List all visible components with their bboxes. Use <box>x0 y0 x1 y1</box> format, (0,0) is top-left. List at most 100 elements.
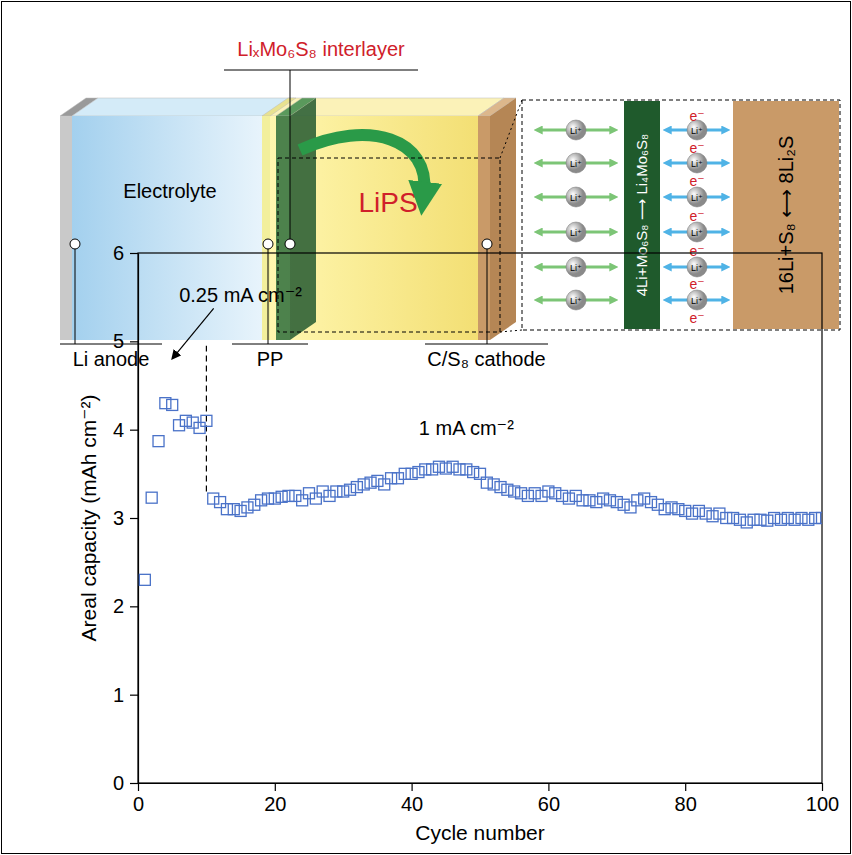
tick: 3 <box>113 507 138 529</box>
tick-label: 3 <box>113 507 124 529</box>
tick: 0 <box>113 772 138 794</box>
tick-mark <box>130 783 138 784</box>
tick: 2 <box>113 595 138 617</box>
tick-mark <box>138 783 139 791</box>
data-point <box>215 497 226 508</box>
tick-mark <box>130 606 138 607</box>
data-point <box>646 497 657 508</box>
tick: 6 <box>113 242 138 264</box>
y-axis-title: Areal capacity (mAh cm⁻²) <box>77 395 100 642</box>
figure: ElectrolyteLiPSLi anodePPC/S₈ cathodeLiₓ… <box>0 0 852 855</box>
data-point <box>372 475 383 486</box>
data-point <box>536 490 547 501</box>
annotation-arrow <box>176 308 214 354</box>
zoom-box <box>278 158 500 332</box>
li-ion-label: Li⁺ <box>691 228 703 238</box>
li-ion <box>687 257 707 277</box>
data-point <box>748 514 759 525</box>
rate-divider <box>206 346 207 492</box>
tick-mark <box>822 783 823 791</box>
li-ion-label: Li⁺ <box>691 159 703 169</box>
inset-interlayer <box>624 101 660 329</box>
data-point <box>262 493 273 504</box>
zoom-connector <box>500 100 522 158</box>
tick-label: 100 <box>806 793 839 815</box>
electron-label: e⁻ <box>689 243 704 259</box>
label-rule <box>425 344 548 345</box>
tick-label: 60 <box>538 793 560 815</box>
lips-shuttle-arrow <box>300 135 424 192</box>
data-point <box>146 492 157 503</box>
data-point <box>242 502 253 513</box>
li-ion <box>687 222 707 242</box>
pointer-dot <box>482 239 492 249</box>
data-point <box>577 495 588 506</box>
chart: 0204060801000123456Cycle numberAreal cap… <box>77 242 839 844</box>
tick-label: 80 <box>675 793 697 815</box>
data-point <box>283 490 294 501</box>
data-point <box>276 491 287 502</box>
component-name: LiₓMo₆S₈ interlayer <box>237 38 405 60</box>
li-ion <box>566 153 586 173</box>
li-ion-label: Li⁺ <box>570 228 582 238</box>
data-point <box>461 464 472 475</box>
data-point <box>625 502 636 513</box>
diagram: ElectrolyteLiPSLi anodePPC/S₈ cathodeLiₓ… <box>60 38 840 370</box>
tick-mark <box>275 783 276 791</box>
tick: 100 <box>806 783 839 815</box>
data-point <box>714 508 725 519</box>
tick: 5 <box>113 330 138 352</box>
li-ion <box>687 290 707 310</box>
li-ion-label: Li⁺ <box>691 126 703 136</box>
data-point <box>420 464 431 475</box>
tick-label: 1 <box>113 684 124 706</box>
data-point <box>529 488 540 499</box>
data-point <box>345 484 356 495</box>
li-anode-front <box>60 116 72 340</box>
data-point <box>221 504 232 515</box>
li-ion-label: Li⁺ <box>691 296 703 306</box>
li-ion-label: Li⁺ <box>570 159 582 169</box>
tick-label: 0 <box>133 793 144 815</box>
data-point <box>167 399 178 410</box>
tick: 60 <box>538 783 560 815</box>
tick: 20 <box>264 783 286 815</box>
data-point <box>235 505 246 516</box>
li-ion <box>566 187 586 207</box>
cathode-reaction: 16Li+S₈ ⟷ 8Li₂S <box>775 136 797 295</box>
data-point <box>324 490 335 501</box>
component-label: LiₓMo₆S₈ interlayer <box>224 38 418 249</box>
tick: 40 <box>401 783 423 815</box>
tick-label: 5 <box>113 330 124 352</box>
plot-area <box>139 346 822 586</box>
tick-mark <box>685 783 686 791</box>
tick-mark <box>130 253 138 254</box>
data-point <box>707 511 718 522</box>
data-point <box>351 482 362 493</box>
tick-mark <box>548 783 549 791</box>
x-axis: 0 20 40 60 80 100 <box>133 783 839 815</box>
tick-mark <box>130 430 138 431</box>
data-point <box>194 422 205 433</box>
cathode <box>478 98 516 340</box>
lips-region <box>268 98 504 340</box>
annotation: 0.25 mA cm⁻² <box>179 284 302 306</box>
li-ion-label: Li⁺ <box>691 263 703 273</box>
data-point <box>379 479 390 490</box>
tick-label: 6 <box>113 242 124 264</box>
data-point <box>495 482 506 493</box>
pointer-line <box>75 244 76 344</box>
data-point <box>687 508 698 519</box>
li-ion-label: Li⁺ <box>570 296 582 306</box>
data-point <box>331 486 342 497</box>
electron-label: e⁻ <box>689 173 704 189</box>
data-point <box>557 490 568 501</box>
tick: 1 <box>113 684 138 706</box>
data-point <box>550 488 561 499</box>
data-point <box>208 493 219 504</box>
tick: 0 <box>133 783 144 815</box>
figure-frame <box>2 2 851 854</box>
li-ion-label: Li⁺ <box>570 126 582 136</box>
li-ion-label: Li⁺ <box>570 193 582 203</box>
li-ion <box>687 153 707 173</box>
